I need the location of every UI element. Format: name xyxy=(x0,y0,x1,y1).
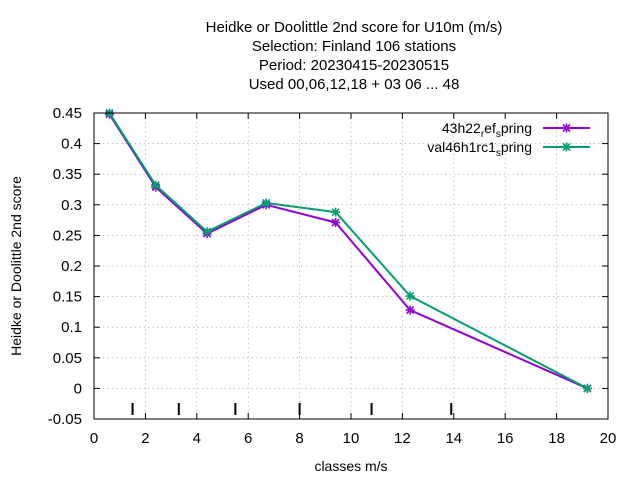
data-point xyxy=(331,218,341,228)
x-tick-labels: 0 2 4 6 8 10 12 14 16 18 20 xyxy=(90,430,617,447)
title-line: Used 00,06,12,18 + 03 06 ... 48 xyxy=(249,76,460,93)
legend-text-part: s xyxy=(496,148,501,159)
legend-text-part: val46h1rc1 xyxy=(427,139,496,155)
x-axis-label: classes m/s xyxy=(314,458,387,474)
y-tick-label: 0.3 xyxy=(61,197,82,214)
y-tick-label: 0.35 xyxy=(53,166,82,183)
x-tick-label: 16 xyxy=(497,430,514,447)
y-axis-label: Heidke or Doolittle 2nd score xyxy=(8,176,24,356)
data-point xyxy=(202,227,212,237)
legend-marker xyxy=(562,123,571,133)
legend-text-part: 43h22 xyxy=(442,120,481,136)
title-line: Heidke or Doolittle 2nd score for U10m (… xyxy=(206,19,503,36)
data-point xyxy=(151,180,161,190)
y-tick-label: 0.45 xyxy=(53,105,82,122)
title-line: Selection: Finland 106 stations xyxy=(252,38,456,55)
y-tick-label: 0.4 xyxy=(61,136,82,153)
legend-text-part: pring xyxy=(501,120,532,136)
plot-frame xyxy=(93,112,609,420)
x-tick-label: 10 xyxy=(343,430,360,447)
x-tick-label: 2 xyxy=(141,430,149,447)
x-tick-label: 6 xyxy=(244,430,252,447)
legend-label-1: 43h22refspring xyxy=(442,120,532,140)
y-tick-label: 0 xyxy=(74,380,82,397)
y-tick-labels: -0.05 0 0.05 0.1 0.15 0.2 0.25 0.3 0.35 0.4 0.45 xyxy=(48,105,82,428)
series xyxy=(104,108,592,393)
y-tick-label: 0.25 xyxy=(53,227,82,244)
y-tick-label: 0.15 xyxy=(53,289,82,306)
x-tick-label: 20 xyxy=(600,430,617,447)
x-tick-label: 18 xyxy=(548,430,565,447)
legend-text-part: ef xyxy=(484,120,496,136)
y-tick-label: 0.1 xyxy=(61,319,82,336)
data-point xyxy=(582,383,592,393)
y-tick-label: -0.05 xyxy=(48,411,82,428)
class-limit-markers xyxy=(131,403,453,415)
title-line: Period: 20230415-20230515 xyxy=(259,57,449,74)
y-tick-label: 0.05 xyxy=(53,350,82,367)
grid xyxy=(94,113,608,419)
x-tick-label: 0 xyxy=(90,430,98,447)
legend-text-part: r xyxy=(481,129,485,140)
x-tick-label: 8 xyxy=(295,430,303,447)
x-tick-label: 4 xyxy=(193,430,201,447)
y-tick-label: 0.2 xyxy=(61,258,82,275)
data-point xyxy=(331,207,341,217)
x-tick-label: 12 xyxy=(394,430,411,447)
legend-marker xyxy=(562,142,571,152)
series-line-1 xyxy=(108,113,588,390)
data-point xyxy=(405,291,415,301)
legend-text-part: pring xyxy=(501,139,532,155)
legend-text-part: s xyxy=(496,129,501,140)
x-tick-label: 14 xyxy=(445,430,462,447)
chart-title: Heidke or Doolittle 2nd score for U10m (… xyxy=(206,19,503,93)
data-point xyxy=(261,198,271,208)
data-point xyxy=(405,305,415,315)
legend-label-2: val46h1rc1spring xyxy=(427,139,532,159)
